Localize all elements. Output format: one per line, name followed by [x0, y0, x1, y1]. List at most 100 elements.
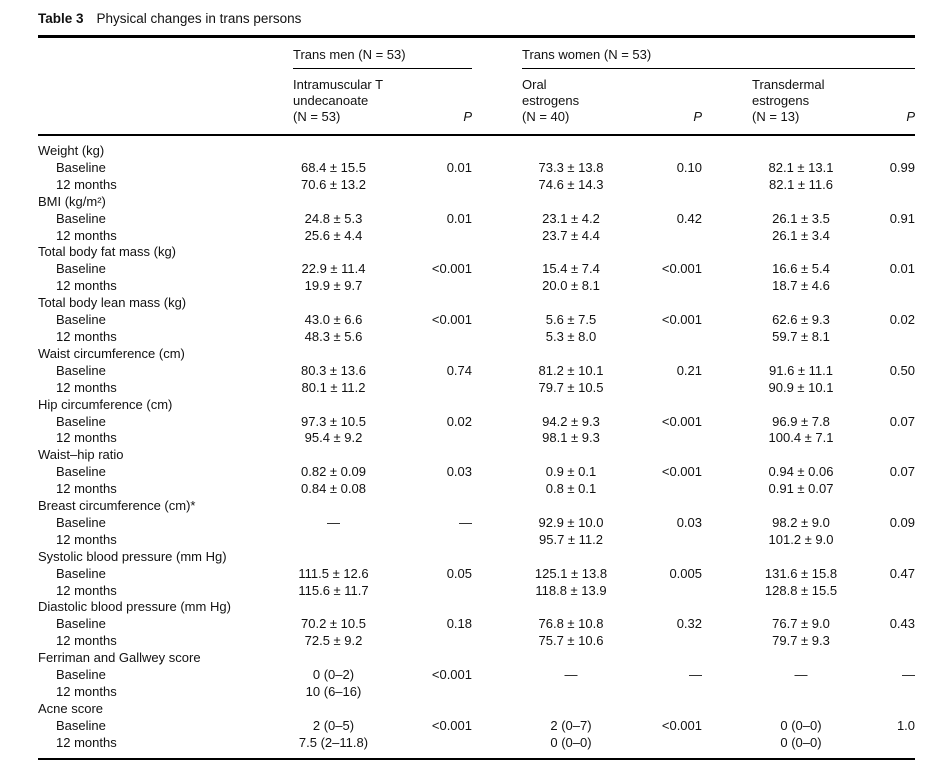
- group-row: Hip circumference (cm): [38, 397, 915, 414]
- value-cell: 24.8 ± 5.3: [304, 210, 363, 226]
- data-row: 12 months 115.6 ± 11.7 118.8 ± 13.9 128.8 ±…: [38, 583, 915, 600]
- value-cell: 74.6 ± 14.3: [538, 176, 604, 192]
- group-header-trans-women: Trans women (N = 53): [472, 38, 916, 69]
- value-cell: [293, 549, 408, 566]
- variable-label: Total body lean mass (kg): [38, 295, 187, 311]
- group-row: Weight (kg): [38, 135, 915, 160]
- timepoint-label: Baseline: [56, 667, 106, 683]
- value-cell: [408, 346, 472, 363]
- value-cell: [472, 135, 620, 160]
- group-row: Waist–hip ratio: [38, 447, 915, 464]
- value-cell: 0.32: [676, 616, 702, 632]
- timepoint-label: 12 months: [56, 227, 117, 243]
- value-cell: 0.03: [446, 464, 472, 480]
- data-row: 12 months 19.9 ± 9.7 20.0 ± 8.1 18.7 ± 4.6: [38, 278, 915, 295]
- value-cell: [408, 278, 472, 295]
- value-cell: [620, 295, 702, 312]
- data-row: Baseline 68.4 ± 15.5 0.01 73.3 ± 13.8 0.10 82…: [38, 160, 915, 177]
- value-cell: [850, 278, 915, 295]
- value-cell: [620, 346, 702, 363]
- value-cell: [408, 684, 472, 701]
- value-cell: 0.9 ± 0.1: [545, 464, 597, 480]
- value-cell: [408, 701, 472, 718]
- col-header-intramuscular-t-undecanoate: Intramuscular T undecanoate (N = 53): [293, 69, 408, 136]
- col-header-transdermal-estrogens: Transdermal estrogens (N = 13): [702, 69, 850, 136]
- data-row: Baseline 43.0 ± 6.6 <0.001 5.6 ± 7.5 <0.001 6…: [38, 312, 915, 329]
- value-cell: 20.0 ± 8.1: [542, 278, 600, 294]
- value-cell: 79.7 ± 9.3: [772, 633, 830, 649]
- value-cell: 0.09: [889, 514, 916, 530]
- value-cell: [408, 295, 472, 312]
- value-cell: 70.2 ± 10.5: [301, 616, 366, 632]
- col-header-oral-estrogens: Oral estrogens (N = 40): [472, 69, 620, 136]
- value-cell: [472, 447, 620, 464]
- value-cell: 0.91 ± 0.07: [768, 481, 834, 497]
- value-cell: [472, 346, 620, 363]
- value-cell: [408, 498, 472, 515]
- timepoint-label: 12 months: [56, 734, 117, 750]
- col-header-p-3: P: [850, 69, 916, 136]
- timepoint-label: Baseline: [56, 362, 106, 378]
- value-cell: 26.1 ± 3.5: [772, 210, 830, 226]
- variable-label: Waist–hip ratio: [38, 447, 124, 463]
- value-cell: [620, 397, 702, 414]
- variable-label: Waist circumference (cm): [38, 345, 185, 361]
- value-cell: [620, 244, 702, 261]
- timepoint-label: Baseline: [56, 312, 106, 328]
- data-row: Baseline 22.9 ± 11.4 <0.001 15.4 ± 7.4 <0.00…: [38, 261, 915, 278]
- group-row: Waist circumference (cm): [38, 346, 915, 363]
- data-row: Baseline 111.5 ± 12.6 0.05 125.1 ± 13.8 0.00…: [38, 566, 915, 583]
- value-cell: 92.9 ± 10.0: [538, 514, 604, 530]
- value-cell: [472, 498, 620, 515]
- group-row: Total body fat mass (kg): [38, 244, 915, 261]
- timepoint-label: 12 months: [56, 328, 117, 344]
- table-title-text: Physical changes in trans persons: [96, 11, 302, 26]
- value-cell: 0.50: [889, 362, 916, 378]
- value-cell: 0.01: [446, 210, 472, 226]
- value-cell: 62.6 ± 9.3: [772, 312, 830, 328]
- value-cell: [702, 447, 850, 464]
- value-cell: [620, 583, 702, 600]
- value-cell: 18.7 ± 4.6: [772, 278, 830, 294]
- value-cell: 95.4 ± 9.2: [304, 430, 363, 446]
- data-row: 12 months 0.84 ± 0.08 0.8 ± 0.1 0.91 ± 0.07: [38, 481, 915, 498]
- data-row: 12 months 95.7 ± 11.2 101.2 ± 9.0: [38, 532, 915, 549]
- value-cell: 101.2 ± 9.0: [768, 531, 834, 547]
- value-cell: [293, 194, 408, 211]
- data-row: Baseline 80.3 ± 13.6 0.74 81.2 ± 10.1 0.21 91…: [38, 363, 915, 380]
- value-cell: 10 (6–16): [305, 684, 362, 699]
- group-row: Total body lean mass (kg): [38, 295, 915, 312]
- timepoint-label: 12 months: [56, 531, 117, 547]
- value-cell: [293, 397, 408, 414]
- value-cell: [472, 244, 620, 261]
- value-cell: [472, 549, 620, 566]
- value-cell: [408, 177, 472, 194]
- value-cell: —: [902, 667, 916, 683]
- data-row: 12 months 95.4 ± 9.2 98.1 ± 9.3 100.4 ± 7.1: [38, 430, 915, 447]
- value-cell: [620, 177, 702, 194]
- value-cell: 115.6 ± 11.7: [298, 582, 369, 598]
- value-cell: 0.94 ± 0.06: [768, 464, 834, 480]
- value-cell: 0.02: [889, 312, 916, 328]
- value-cell: [620, 633, 702, 650]
- value-cell: [293, 295, 408, 312]
- value-cell: [408, 481, 472, 498]
- value-cell: 0.18: [446, 616, 472, 632]
- value-cell: [472, 650, 620, 667]
- value-cell: <0.001: [661, 464, 702, 480]
- value-cell: [293, 498, 408, 515]
- value-cell: [702, 397, 850, 414]
- timepoint-label: 12 months: [56, 430, 117, 446]
- value-cell: 76.7 ± 9.0: [772, 616, 830, 632]
- value-cell: [850, 228, 915, 245]
- value-cell: 97.3 ± 10.5: [301, 413, 366, 429]
- value-cell: 128.8 ± 15.5: [764, 582, 838, 598]
- group-header-row: Trans men (N = 53) Trans women (N = 53): [38, 38, 916, 69]
- value-cell: [702, 684, 850, 701]
- value-cell: 16.6 ± 5.4: [772, 261, 830, 277]
- value-cell: 94.2 ± 9.3: [542, 413, 600, 429]
- value-cell: [702, 549, 850, 566]
- value-cell: 82.1 ± 13.1: [768, 159, 834, 175]
- timepoint-label: 12 months: [56, 633, 117, 649]
- value-cell: 70.6 ± 13.2: [301, 176, 366, 192]
